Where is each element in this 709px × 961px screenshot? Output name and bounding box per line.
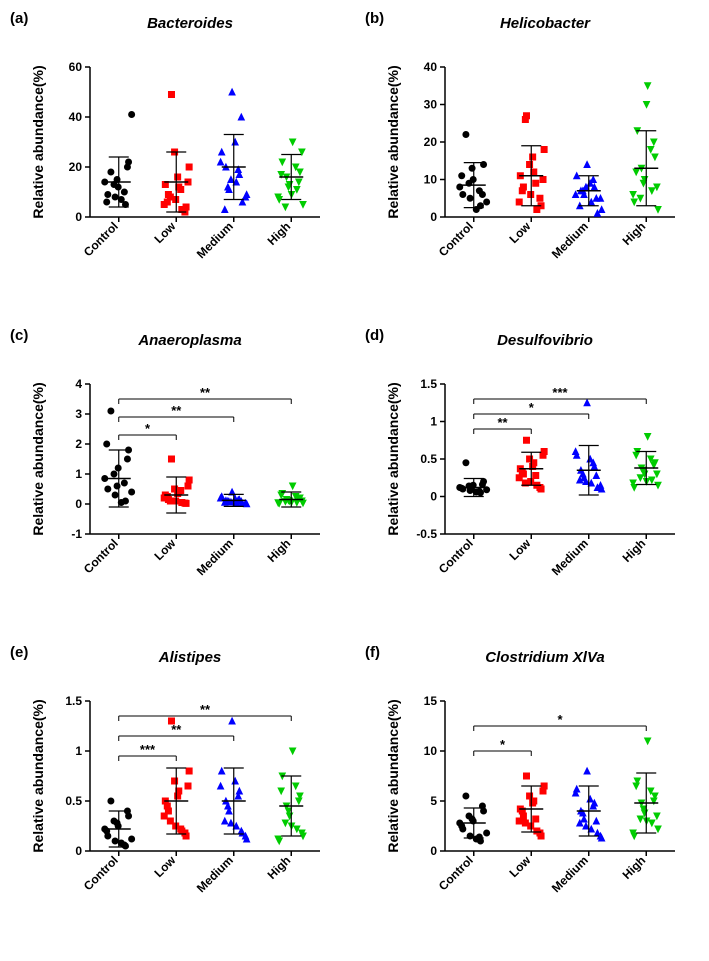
svg-text:0: 0 xyxy=(75,497,82,511)
svg-text:High: High xyxy=(620,536,649,565)
svg-text:30: 30 xyxy=(424,98,438,112)
panel-label-e: (e) xyxy=(10,644,28,661)
svg-text:Control: Control xyxy=(81,536,121,576)
svg-text:Low: Low xyxy=(152,536,179,563)
svg-text:Relative abundance(%): Relative abundance(%) xyxy=(30,382,46,535)
svg-text:Relative abundance(%): Relative abundance(%) xyxy=(385,699,401,852)
svg-text:Control: Control xyxy=(81,219,121,259)
svg-text:0.5: 0.5 xyxy=(65,794,82,808)
svg-text:1: 1 xyxy=(75,467,82,481)
svg-text:*: * xyxy=(529,400,535,415)
svg-text:20: 20 xyxy=(69,160,83,174)
chart-title-c: Anaeroplasma xyxy=(25,332,355,349)
svg-text:High: High xyxy=(265,853,294,882)
svg-text:*: * xyxy=(500,737,506,752)
panel-d: (d) Desulfovibrio -0.5 0 0.5 1 1.5 Relative a… xyxy=(365,327,709,634)
chart-title-e: Alistipes xyxy=(25,649,355,666)
chart-d: -0.5 0 0.5 1 1.5 Relative abundance(%) Control… xyxy=(380,354,709,634)
chart-title-f: Clostridium XlVa xyxy=(380,649,709,666)
svg-text:0: 0 xyxy=(75,210,82,224)
svg-text:10: 10 xyxy=(424,744,438,758)
chart-f: 0 5 10 15 Relative abundance(%) Control Low Med… xyxy=(380,671,709,951)
chart-title-a: Bacteroides xyxy=(25,15,355,32)
svg-text:Low: Low xyxy=(507,219,534,246)
svg-text:40: 40 xyxy=(69,110,83,124)
panel-b: (b) Helicobacter 0 10 20 30 40 Relative abund… xyxy=(365,10,709,317)
svg-text:Relative abundance(%): Relative abundance(%) xyxy=(30,65,46,218)
chart-title-d: Desulfovibrio xyxy=(380,332,709,349)
svg-text:0: 0 xyxy=(430,210,437,224)
svg-text:**: ** xyxy=(171,403,182,418)
svg-text:**: ** xyxy=(171,722,182,737)
chart-a: 0 20 40 60 Relative abundance(%) Control Low Me… xyxy=(25,37,355,317)
svg-text:Relative abundance(%): Relative abundance(%) xyxy=(385,65,401,218)
panel-label-b: (b) xyxy=(365,10,384,27)
svg-text:0: 0 xyxy=(430,490,437,504)
svg-text:-0.5: -0.5 xyxy=(416,527,437,541)
svg-text:**: ** xyxy=(200,702,211,717)
panel-label-f: (f) xyxy=(365,644,380,661)
svg-text:60: 60 xyxy=(69,60,83,74)
panel-label-d: (d) xyxy=(365,327,384,344)
svg-text:*: * xyxy=(557,712,563,727)
svg-text:4: 4 xyxy=(75,377,82,391)
svg-text:40: 40 xyxy=(424,60,438,74)
svg-text:Low: Low xyxy=(507,536,534,563)
svg-text:Low: Low xyxy=(152,853,179,880)
svg-text:1: 1 xyxy=(75,744,82,758)
svg-text:High: High xyxy=(265,536,294,565)
svg-text:Medium: Medium xyxy=(194,853,236,895)
svg-text:High: High xyxy=(620,853,649,882)
svg-text:0.5: 0.5 xyxy=(420,452,437,466)
svg-text:*: * xyxy=(145,421,151,436)
chart-b: 0 10 20 30 40 Relative abundance(%) Control Low… xyxy=(380,37,709,317)
chart-title-b: Helicobacter xyxy=(380,15,709,32)
svg-text:1: 1 xyxy=(430,415,437,429)
svg-text:Control: Control xyxy=(436,536,476,576)
svg-text:Control: Control xyxy=(436,219,476,259)
svg-text:High: High xyxy=(265,219,294,248)
svg-text:High: High xyxy=(620,219,649,248)
svg-text:15: 15 xyxy=(424,694,438,708)
svg-text:**: ** xyxy=(200,385,211,400)
svg-text:Low: Low xyxy=(152,219,179,246)
svg-text:***: *** xyxy=(140,742,156,757)
svg-text:2: 2 xyxy=(75,437,82,451)
svg-text:Control: Control xyxy=(81,853,121,893)
panel-a: (a) Bacteroides 0 20 40 60 Relative abundanc… xyxy=(10,10,355,317)
svg-text:-1: -1 xyxy=(71,527,82,541)
svg-text:5: 5 xyxy=(430,794,437,808)
svg-text:Relative abundance(%): Relative abundance(%) xyxy=(385,382,401,535)
svg-text:***: *** xyxy=(552,385,568,400)
svg-text:10: 10 xyxy=(424,173,438,187)
svg-text:Medium: Medium xyxy=(194,219,236,261)
svg-text:Medium: Medium xyxy=(194,536,236,578)
svg-text:1.5: 1.5 xyxy=(65,694,82,708)
chart-e: 0 0.5 1 1.5 Relative abundance(%) Control Low M… xyxy=(25,671,355,951)
svg-text:1.5: 1.5 xyxy=(420,377,437,391)
svg-text:Medium: Medium xyxy=(549,219,591,261)
svg-text:**: ** xyxy=(497,415,508,430)
panel-label-a: (a) xyxy=(10,10,28,27)
panel-label-c: (c) xyxy=(10,327,28,344)
panel-e: (e) Alistipes 0 0.5 1 1.5 Relative abundance… xyxy=(10,644,355,951)
svg-text:Medium: Medium xyxy=(549,536,591,578)
svg-text:Medium: Medium xyxy=(549,853,591,895)
svg-text:Relative abundance(%): Relative abundance(%) xyxy=(30,699,46,852)
svg-text:0: 0 xyxy=(75,844,82,858)
svg-text:Low: Low xyxy=(507,853,534,880)
chart-c: -1 0 1 2 3 4 Relative abundance(%) Control Low Me… xyxy=(25,354,355,634)
panel-f: (f) Clostridium XlVa 0 5 10 15 Relative abun… xyxy=(365,644,709,951)
panel-c: (c) Anaeroplasma -1 0 1 2 3 4 Relative abundan… xyxy=(10,327,355,634)
svg-text:0: 0 xyxy=(430,844,437,858)
svg-text:Control: Control xyxy=(436,853,476,893)
svg-text:20: 20 xyxy=(424,135,438,149)
svg-text:3: 3 xyxy=(75,407,82,421)
